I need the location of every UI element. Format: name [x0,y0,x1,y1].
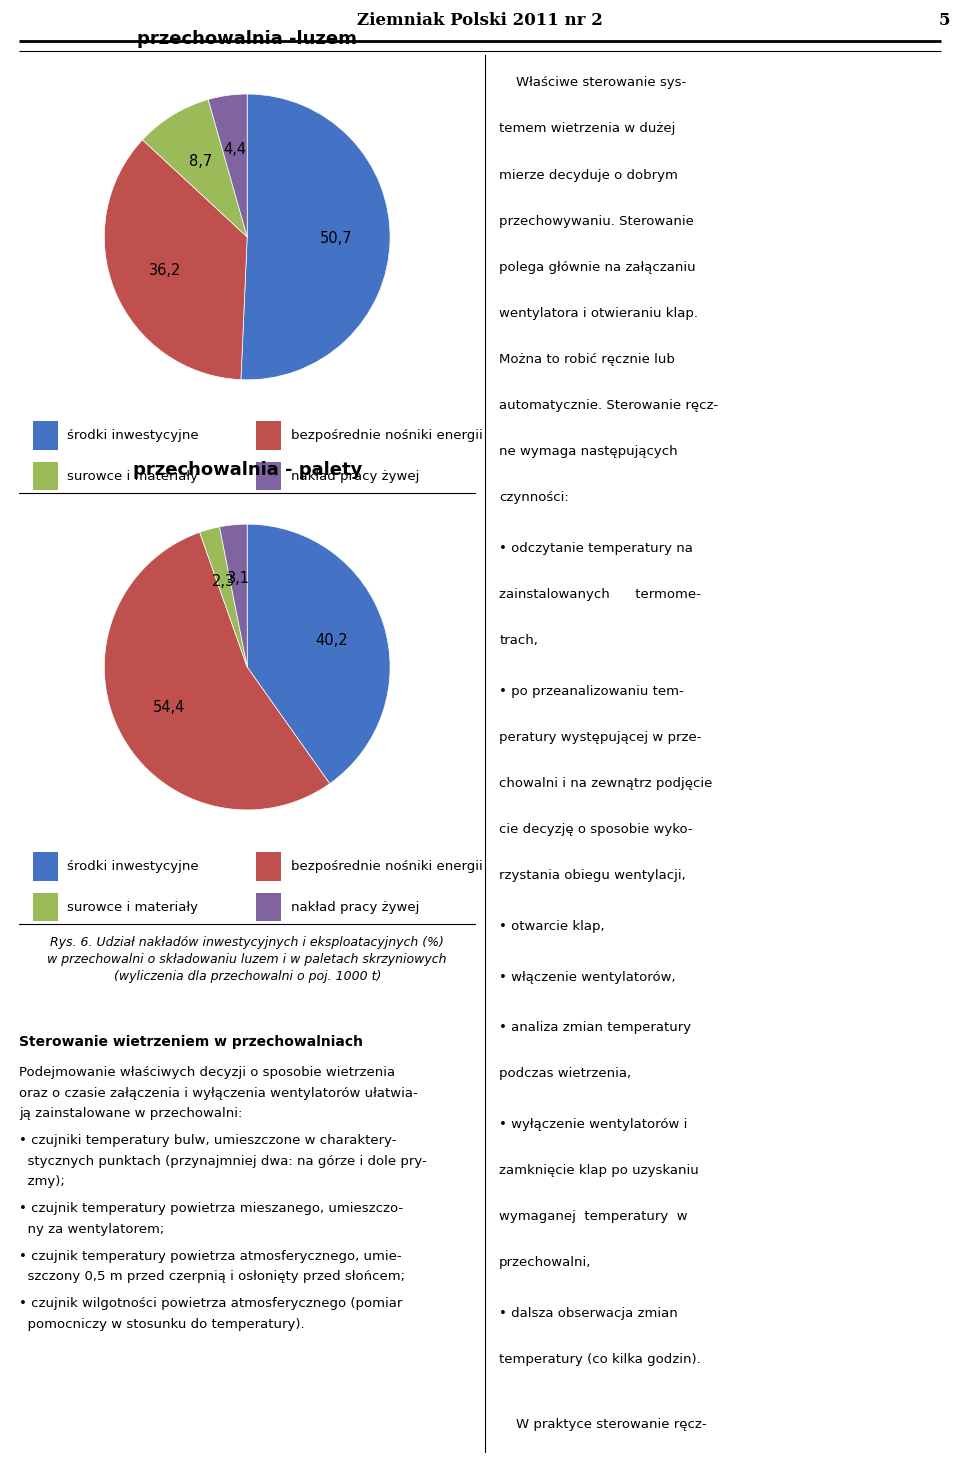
Text: • dalsza obserwacja zmian: • dalsza obserwacja zmian [499,1306,678,1319]
Text: surowce i materiały: surowce i materiały [67,901,198,914]
Text: • czujnik temperatury powietrza mieszanego, umieszczo-: • czujnik temperatury powietrza mieszane… [19,1203,403,1215]
Text: Rys. 6. Udział nakładów inwestycyjnych i eksploatacyjnych (%)
w przechowalni o s: Rys. 6. Udział nakładów inwestycyjnych i… [47,936,447,983]
Text: ny za wentylatorem;: ny za wentylatorem; [19,1223,164,1236]
Text: zmy);: zmy); [19,1175,65,1188]
Text: wymaganej  temperatury  w: wymaganej temperatury w [499,1210,687,1223]
Wedge shape [105,532,329,809]
Wedge shape [208,95,248,238]
Text: szczony 0,5 m przed czerpnią i osłonięty przed słońcem;: szczony 0,5 m przed czerpnią i osłonięty… [19,1270,405,1283]
Text: • czujniki temperatury bulw, umieszczone w charaktery-: • czujniki temperatury bulw, umieszczone… [19,1134,396,1147]
Text: • analiza zmian temperatury: • analiza zmian temperatury [499,1021,691,1034]
Text: trach,: trach, [499,634,538,647]
Text: oraz o czasie załączenia i wyłączenia wentylatorów ułatwia-: oraz o czasie załączenia i wyłączenia we… [19,1086,418,1099]
Text: pomocniczy w stosunku do temperatury).: pomocniczy w stosunku do temperatury). [19,1318,305,1331]
Text: ne wymaga następujących: ne wymaga następujących [499,445,678,458]
Text: zainstalowanych      termome-: zainstalowanych termome- [499,588,701,601]
Bar [33,853,58,881]
Text: Można to robić ręcznie lub: Można to robić ręcznie lub [499,353,675,366]
Text: podczas wietrzenia,: podczas wietrzenia, [499,1067,632,1080]
Text: polega głównie na załączaniu: polega głównie na załączaniu [499,261,696,274]
Bar [33,421,58,449]
Text: 8,7: 8,7 [189,155,212,169]
Text: środki inwestycyjne: środki inwestycyjne [67,429,199,442]
Text: • odczytanie temperatury na: • odczytanie temperatury na [499,542,693,555]
Bar [256,462,281,491]
Bar [256,894,281,923]
Text: Ziemniak Polski 2011 nr 2: Ziemniak Polski 2011 nr 2 [357,12,603,29]
Text: 54,4: 54,4 [153,700,184,716]
Bar [256,853,281,881]
Text: Podejmowanie właściwych decyzji o sposobie wietrzenia: Podejmowanie właściwych decyzji o sposob… [19,1066,396,1079]
Text: cie decyzję o sposobie wyko-: cie decyzję o sposobie wyko- [499,824,693,835]
Text: mierze decyduje o dobrym: mierze decyduje o dobrym [499,169,678,182]
Wedge shape [105,140,248,379]
Text: automatycznie. Sterowanie ręcz-: automatycznie. Sterowanie ręcz- [499,399,718,413]
Text: W praktyce sterowanie ręcz-: W praktyce sterowanie ręcz- [499,1417,707,1430]
Text: ją zainstalowane w przechowalni:: ją zainstalowane w przechowalni: [19,1107,243,1120]
Text: środki inwestycyjne: środki inwestycyjne [67,860,199,873]
Wedge shape [220,525,248,668]
Wedge shape [142,99,248,238]
Text: 4,4: 4,4 [224,141,247,156]
Text: wentylatora i otwieraniu klap.: wentylatora i otwieraniu klap. [499,306,698,319]
Text: temperatury (co kilka godzin).: temperatury (co kilka godzin). [499,1353,701,1366]
Text: bezpośrednie nośniki energii: bezpośrednie nośniki energii [291,860,482,873]
Bar [256,421,281,449]
Text: • wyłączenie wentylatorów i: • wyłączenie wentylatorów i [499,1118,687,1131]
Text: 2,3: 2,3 [212,574,235,589]
Text: przechowalni,: przechowalni, [499,1257,591,1270]
Text: Sterowanie wietrzeniem w przechowalniach: Sterowanie wietrzeniem w przechowalniach [19,1035,363,1048]
Text: • czujnik temperatury powietrza atmosferycznego, umie-: • czujnik temperatury powietrza atmosfer… [19,1250,402,1263]
Text: • otwarcie klap,: • otwarcie klap, [499,920,605,933]
Text: • czujnik wilgotności powietrza atmosferycznego (pomiar: • czujnik wilgotności powietrza atmosfer… [19,1298,402,1311]
Text: stycznych punktach (przynajmniej dwa: na górze i dole pry-: stycznych punktach (przynajmniej dwa: na… [19,1155,427,1168]
Wedge shape [200,526,248,668]
Text: nakład pracy żywej: nakład pracy żywej [291,469,419,483]
Text: nakład pracy żywej: nakład pracy żywej [291,901,419,914]
Title: przechowalnia - palety: przechowalnia - palety [132,461,362,478]
Text: • włączenie wentylatorów,: • włączenie wentylatorów, [499,971,676,984]
Bar [33,894,58,923]
Text: • po przeanalizowaniu tem-: • po przeanalizowaniu tem- [499,685,684,698]
Text: zamknięcie klap po uzyskaniu: zamknięcie klap po uzyskaniu [499,1163,699,1177]
Text: chowalni i na zewnątrz podjęcie: chowalni i na zewnątrz podjęcie [499,777,712,790]
Text: rzystania obiegu wentylacji,: rzystania obiegu wentylacji, [499,869,686,882]
Text: 36,2: 36,2 [149,262,181,278]
Text: Właściwe sterowanie sys-: Właściwe sterowanie sys- [499,76,686,89]
Text: 3,1: 3,1 [228,572,251,586]
Text: peratury występującej w prze-: peratury występującej w prze- [499,730,702,744]
Wedge shape [247,525,390,784]
Text: czynności:: czynności: [499,491,569,504]
Bar [33,462,58,491]
Text: 5: 5 [939,12,950,29]
Text: przechowywaniu. Sterowanie: przechowywaniu. Sterowanie [499,214,694,227]
Text: surowce i materiały: surowce i materiały [67,469,198,483]
Text: 50,7: 50,7 [320,232,352,246]
Text: 40,2: 40,2 [315,633,348,647]
Wedge shape [241,95,390,379]
Title: przechowalnia -luzem: przechowalnia -luzem [137,31,357,48]
Text: bezpośrednie nośniki energii: bezpośrednie nośniki energii [291,429,482,442]
Text: temem wietrzenia w dużej: temem wietrzenia w dużej [499,122,676,136]
